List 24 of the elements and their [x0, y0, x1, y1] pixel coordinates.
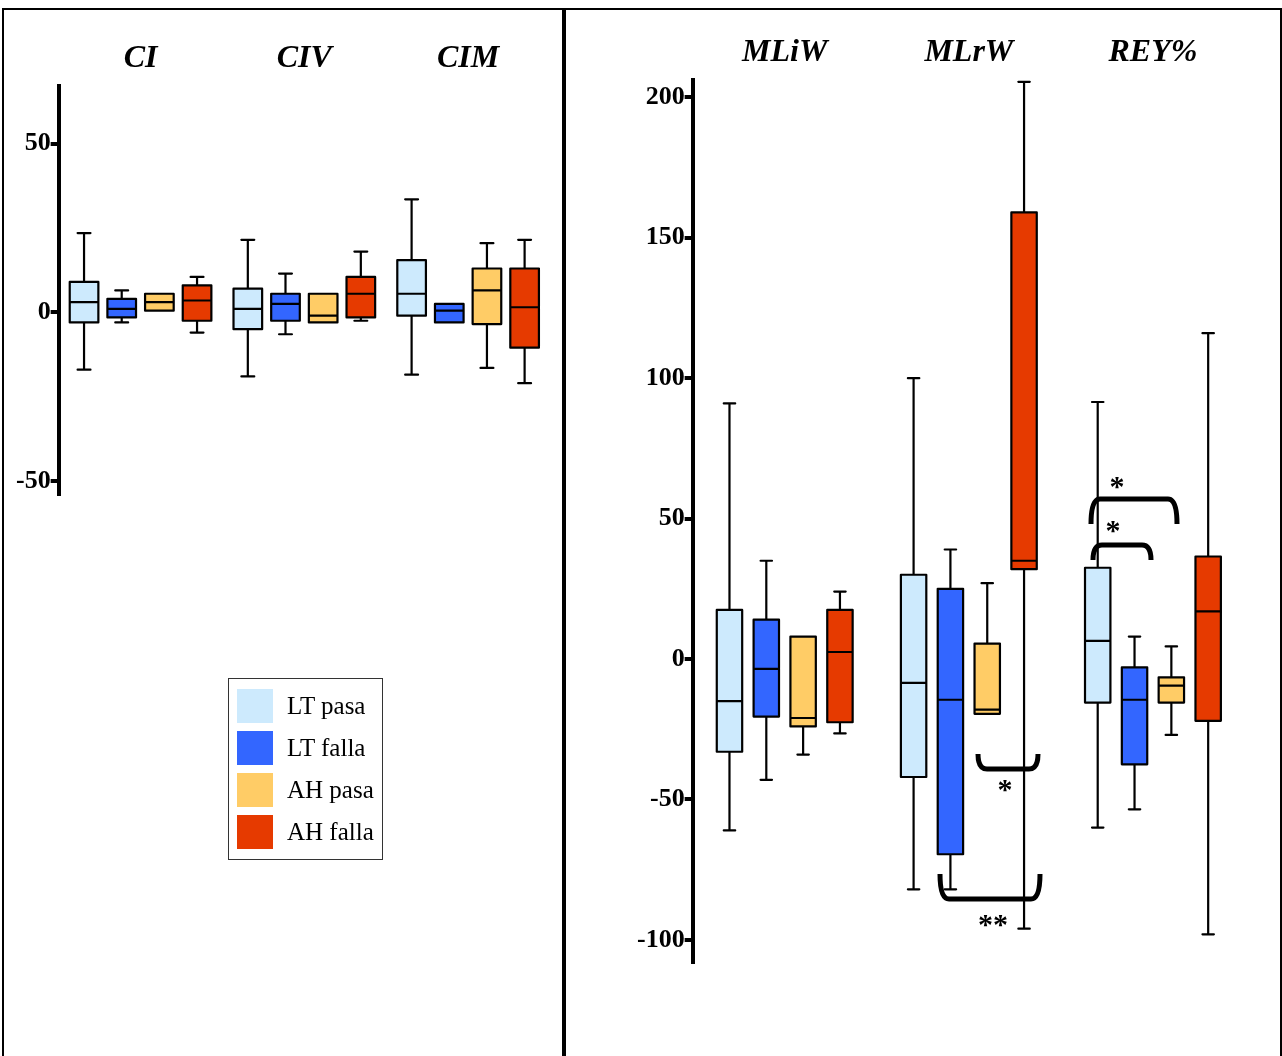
- annotation: **: [978, 907, 1008, 940]
- annotation: *: [997, 772, 1013, 805]
- y-tick-label: 200: [645, 80, 685, 110]
- x-tick-label: REY%: [1107, 32, 1198, 69]
- y-tick-label: 0: [37, 296, 51, 326]
- x-tick-label: MLiW: [741, 32, 830, 69]
- x-tick-label: MLrW: [923, 32, 1016, 69]
- x-tick-label: CIM: [436, 38, 501, 75]
- legend-label: AH falla: [287, 818, 374, 846]
- y-tick-label: 50: [658, 502, 685, 532]
- y-tick-label: -100: [636, 923, 685, 953]
- annotation: *: [1105, 513, 1121, 546]
- y-tick-label: -50: [649, 783, 685, 813]
- y-tick-label: 0: [671, 642, 685, 672]
- legend-label: LT falla: [287, 734, 366, 762]
- y-tick-label: 50: [24, 127, 51, 157]
- legend-label: LT pasa: [287, 692, 366, 720]
- y-tick-label: 150: [645, 221, 685, 251]
- x-tick-label: CI: [123, 38, 159, 75]
- y-tick-label: -50: [15, 464, 51, 494]
- y-tick-label: 100: [645, 361, 685, 391]
- annotation: *: [1109, 469, 1125, 502]
- legend-label: AH pasa: [287, 776, 374, 804]
- x-tick-label: CIV: [276, 38, 335, 75]
